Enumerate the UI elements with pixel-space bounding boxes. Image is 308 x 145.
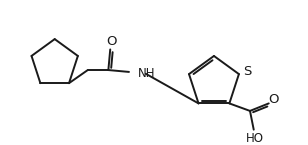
Text: NH: NH [137, 67, 155, 80]
Text: O: O [268, 93, 279, 106]
Text: O: O [106, 35, 116, 48]
Text: HO: HO [246, 132, 264, 145]
Text: S: S [243, 65, 252, 78]
